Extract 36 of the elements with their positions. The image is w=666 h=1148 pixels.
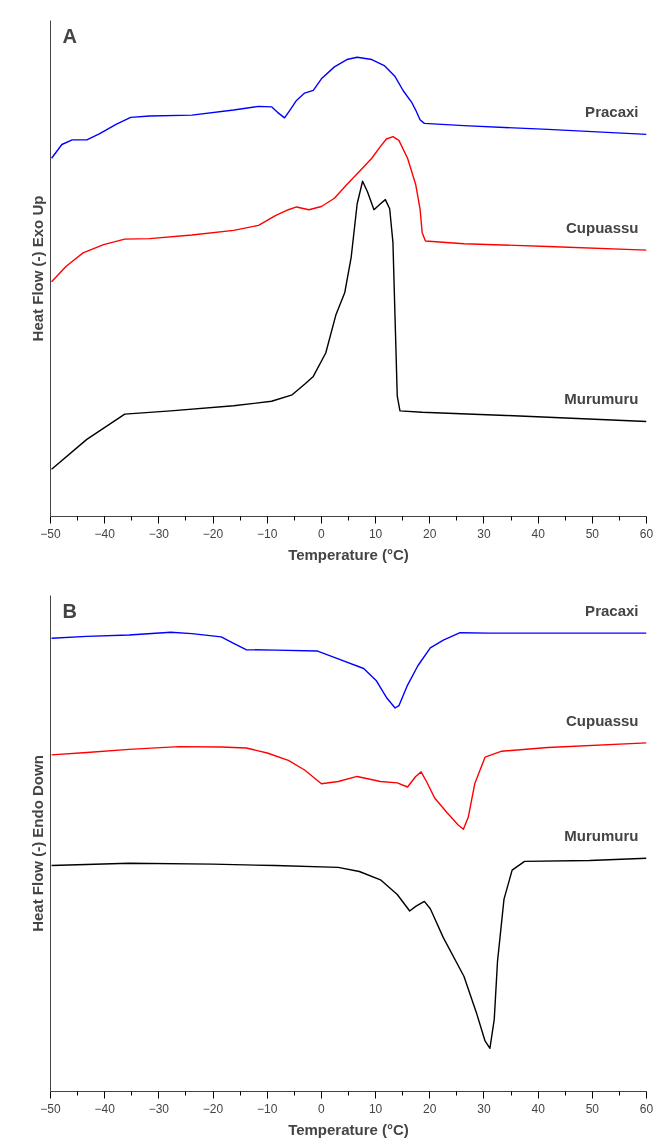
text: B xyxy=(62,599,77,622)
x-tick-label: 50 xyxy=(585,526,600,541)
x-tick-label: 60 xyxy=(639,526,654,541)
x-tick-label: 0 xyxy=(318,1101,326,1116)
x-tick-label: 60 xyxy=(639,1101,654,1116)
x-tick-label: 20 xyxy=(423,1101,437,1116)
series-label: Pracaxi xyxy=(585,103,639,121)
x-tick-label: −50 xyxy=(40,1101,61,1116)
series-label: Murumuru xyxy=(564,390,639,408)
x-tick-label: −10 xyxy=(257,1101,278,1116)
x-tick-label: −30 xyxy=(148,1101,170,1116)
x-tick-label: −40 xyxy=(94,1101,116,1116)
x-tick-label: 10 xyxy=(368,526,383,541)
x-tick-label: 40 xyxy=(531,526,546,541)
series-label: Murumuru xyxy=(564,827,639,845)
series-label: Pracaxi xyxy=(585,602,639,620)
x-tick-label: −50 xyxy=(40,526,61,541)
x-axis-title: Temperature (°C) xyxy=(288,1120,409,1138)
x-tick-label: 40 xyxy=(531,1101,546,1116)
x-tick-label: 0 xyxy=(318,526,326,541)
x-tick-label: −20 xyxy=(202,1101,224,1116)
series-label: Cupuassu xyxy=(565,219,639,237)
y-axis-title: Heat Flow (-) Endo Down xyxy=(28,755,46,932)
x-tick-label: −20 xyxy=(202,526,224,541)
series-label: Cupuassu xyxy=(565,711,639,729)
x-tick-label: 20 xyxy=(423,526,437,541)
x-tick-label: −10 xyxy=(257,526,278,541)
y-axis-title: Heat Flow (-) Exo Up xyxy=(28,195,46,342)
x-tick-label: 30 xyxy=(477,526,491,541)
x-tick-label: −40 xyxy=(94,526,116,541)
x-tick-label: 10 xyxy=(368,1101,383,1116)
text: A xyxy=(62,24,77,47)
x-axis-title: Temperature (°C) xyxy=(288,545,409,563)
x-tick-label: −30 xyxy=(148,526,170,541)
x-tick-label: 50 xyxy=(585,1101,600,1116)
x-tick-label: 30 xyxy=(477,1101,491,1116)
